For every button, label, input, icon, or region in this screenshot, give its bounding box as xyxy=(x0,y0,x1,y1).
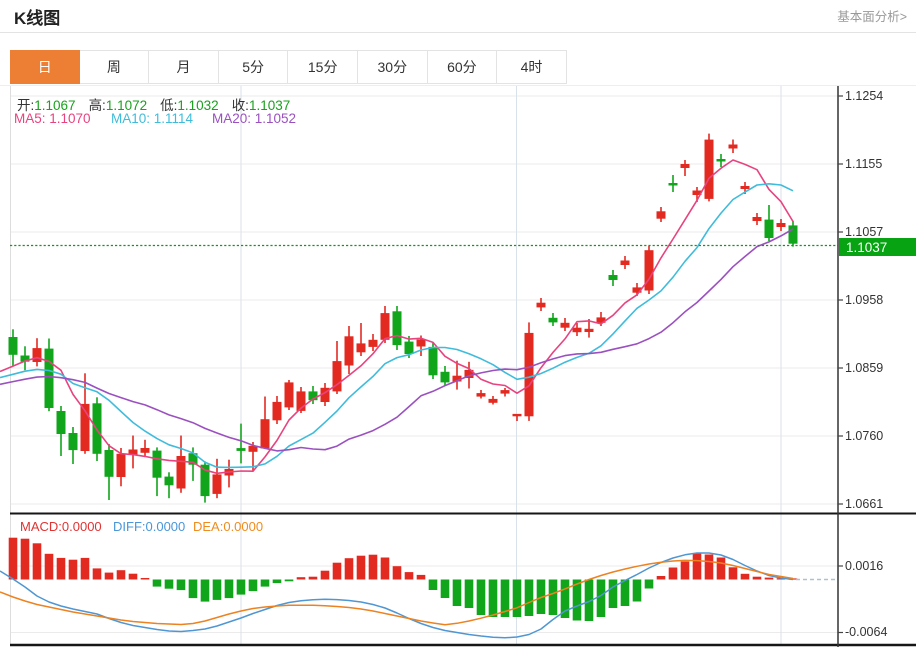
svg-text:1.1037: 1.1037 xyxy=(846,240,887,255)
